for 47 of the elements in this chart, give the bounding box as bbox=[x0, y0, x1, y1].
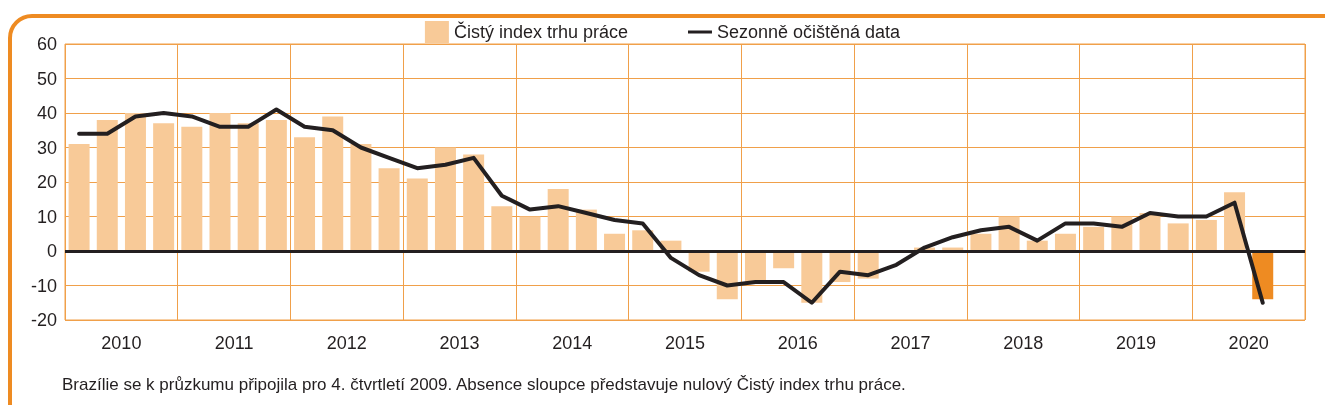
bar bbox=[265, 119, 287, 251]
x-tick-label: 2011 bbox=[214, 333, 254, 353]
bar bbox=[491, 206, 513, 251]
x-tick-label: 2010 bbox=[101, 333, 142, 353]
x-tick-label: 2014 bbox=[552, 333, 593, 353]
bar bbox=[519, 216, 541, 251]
bar bbox=[96, 119, 118, 251]
x-tick-label: 2012 bbox=[326, 333, 367, 353]
bar bbox=[322, 116, 344, 251]
bar bbox=[970, 233, 992, 251]
bar bbox=[237, 123, 259, 251]
y-tick-label: 10 bbox=[36, 206, 57, 227]
x-tick-label: 2013 bbox=[439, 333, 480, 353]
bar bbox=[547, 188, 569, 251]
y-tick-label: 20 bbox=[36, 172, 57, 192]
y-tick-label: 50 bbox=[36, 68, 57, 89]
bar bbox=[1195, 219, 1217, 251]
bar bbox=[604, 233, 626, 251]
bar bbox=[434, 147, 456, 251]
bar bbox=[406, 178, 428, 251]
y-tick-label: 40 bbox=[36, 103, 57, 123]
bar bbox=[463, 154, 485, 251]
bar bbox=[68, 144, 90, 251]
x-tick-label: 2020 bbox=[1228, 333, 1269, 353]
bar bbox=[294, 137, 316, 251]
bar bbox=[378, 168, 400, 251]
bar bbox=[181, 126, 203, 251]
y-tick-label: -20 bbox=[30, 310, 57, 330]
text: Brazílie se k průzkumu připojila pro 4. čtvrtletí 2009. Absence sloupce představuje nulový Čistý index trhu práce. bbox=[62, 375, 906, 395]
bar bbox=[124, 113, 146, 251]
y-tick-label: 0 bbox=[46, 241, 57, 261]
x-tick-label: 2019 bbox=[1115, 333, 1156, 353]
bar bbox=[153, 123, 175, 251]
y-tick-label: 30 bbox=[36, 137, 57, 158]
legend-label: Čistý index trhu práce bbox=[453, 21, 628, 42]
x-tick-label: 2016 bbox=[777, 333, 818, 353]
bar bbox=[1167, 223, 1189, 251]
x-tick-label: 2018 bbox=[1003, 333, 1044, 353]
y-tick-label: -10 bbox=[30, 275, 57, 296]
legend-label: Sezonně očištěná data bbox=[716, 22, 902, 42]
bar bbox=[350, 144, 372, 251]
x-tick-label: 2015 bbox=[664, 333, 706, 353]
x-tick-label: 2017 bbox=[890, 333, 931, 353]
bar bbox=[1083, 226, 1105, 251]
bar bbox=[1054, 233, 1076, 251]
bar bbox=[209, 113, 231, 251]
y-tick-label: 60 bbox=[36, 34, 57, 54]
